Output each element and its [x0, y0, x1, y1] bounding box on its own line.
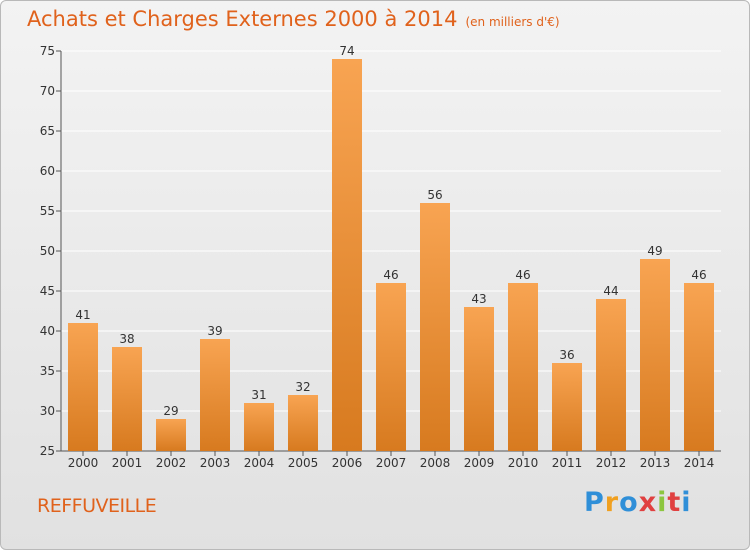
logo-letter: o — [619, 487, 639, 518]
x-tick-label-2006: 2006 — [332, 456, 363, 470]
y-tick-label: 25 — [40, 444, 55, 458]
x-tick-label-2001: 2001 — [112, 456, 143, 470]
y-tick-label: 55 — [40, 204, 55, 218]
y-tick-label: 35 — [40, 364, 55, 378]
y-tick-label: 65 — [40, 124, 55, 138]
x-tick-label-2008: 2008 — [420, 456, 451, 470]
bars — [68, 59, 714, 451]
title-text: Achats et Charges Externes 2000 à 2014 — [27, 7, 458, 31]
logo-letter: i — [657, 487, 668, 518]
bar-2004 — [244, 403, 274, 451]
bar-2001 — [112, 347, 142, 451]
data-label-2008: 56 — [427, 188, 442, 202]
x-tick-label-2000: 2000 — [68, 456, 99, 470]
x-tick-label-2002: 2002 — [156, 456, 187, 470]
x-tick-label-2011: 2011 — [552, 456, 583, 470]
y-tick-label: 50 — [40, 244, 55, 258]
data-labels: 41 38 29 39 31 32 74 46 56 43 46 36 44 49 46 — [75, 44, 706, 418]
data-label-2012: 44 — [603, 284, 618, 298]
data-label-2009: 43 — [471, 292, 486, 306]
data-label-2002: 29 — [163, 404, 178, 418]
logo-letter: r — [604, 487, 620, 518]
bar-2008 — [420, 203, 450, 451]
logo-letter: i — [681, 487, 692, 518]
y-tick-labels: 25 30 35 40 45 50 55 60 65 70 75 — [40, 44, 61, 458]
data-label-2011: 36 — [559, 348, 574, 362]
bar-2007 — [376, 283, 406, 451]
x-tick-label-2014: 2014 — [684, 456, 715, 470]
bar-2000 — [68, 323, 98, 451]
x-tick-label-2005: 2005 — [288, 456, 319, 470]
x-tick-label-2009: 2009 — [464, 456, 495, 470]
x-tick-label-2004: 2004 — [244, 456, 275, 470]
proxiti-logo[interactable]: Proxiti — [584, 487, 692, 518]
y-tick-label: 75 — [40, 44, 55, 58]
chart-title: Achats et Charges Externes 2000 à 2014 (e… — [27, 7, 560, 31]
data-label-2010: 46 — [515, 268, 530, 282]
data-label-2000: 41 — [75, 308, 90, 322]
data-label-2005: 32 — [295, 380, 310, 394]
x-tick-label-2013: 2013 — [640, 456, 671, 470]
commune-name: REFFUVEILLE — [37, 495, 157, 517]
bar-2011 — [552, 363, 582, 451]
bar-2009 — [464, 307, 494, 451]
bar-2003 — [200, 339, 230, 451]
bar-2014 — [684, 283, 714, 451]
logo-letter: t — [667, 487, 682, 518]
bar-2010 — [508, 283, 538, 451]
x-tick-label-2007: 2007 — [376, 456, 407, 470]
x-tick-label-2012: 2012 — [596, 456, 627, 470]
bar-2012 — [596, 299, 626, 451]
y-tick-label: 45 — [40, 284, 55, 298]
bar-2005 — [288, 395, 318, 451]
data-label-2003: 39 — [207, 324, 222, 338]
data-label-2001: 38 — [119, 332, 134, 346]
data-label-2014: 46 — [691, 268, 706, 282]
title-unit: (en milliers d'€) — [465, 15, 560, 29]
bar-2002 — [156, 419, 186, 451]
x-tick-label-2010: 2010 — [508, 456, 539, 470]
y-tick-label: 70 — [40, 84, 55, 98]
y-tick-label: 40 — [40, 324, 55, 338]
logo-letter: x — [638, 487, 658, 518]
data-label-2007: 46 — [383, 268, 398, 282]
data-label-2004: 31 — [251, 388, 266, 402]
data-label-2006: 74 — [339, 44, 354, 58]
data-label-2013: 49 — [647, 244, 662, 258]
x-tick-labels: 2000 2001 2002 2003 2004 2005 2006 2007 2008 2009… — [68, 451, 715, 470]
bar-2013 — [640, 259, 670, 451]
y-tick-label: 30 — [40, 404, 55, 418]
bar-2006 — [332, 59, 362, 451]
y-tick-label: 60 — [40, 164, 55, 178]
x-tick-label-2003: 2003 — [200, 456, 231, 470]
logo-letter: P — [584, 487, 605, 518]
